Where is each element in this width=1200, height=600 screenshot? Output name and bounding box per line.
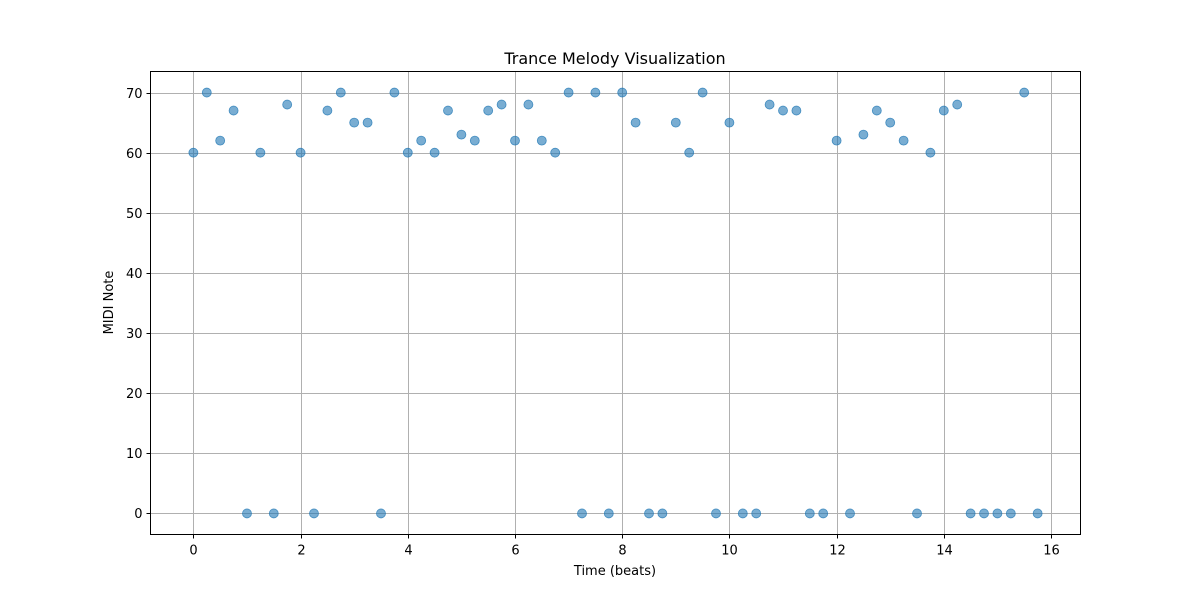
x-tick-label: 16 [1043,544,1060,559]
data-point [416,135,427,146]
y-tick-label: 70 [126,87,143,102]
y-axis-label: MIDI Note [102,271,117,335]
data-point [402,147,413,158]
data-point [429,147,440,158]
grid [150,71,1081,535]
data-point [215,135,226,146]
y-tick-label: 50 [126,207,143,222]
data-point [1019,87,1030,98]
x-tick-label: 14 [936,544,953,559]
data-point [737,508,748,519]
data-point [389,87,400,98]
data-point [992,508,1003,519]
data-point [657,508,668,519]
data-point [376,508,386,519]
data-point [228,105,239,116]
data-point [751,508,762,519]
plot-frame [150,71,1081,535]
data-point [670,117,681,128]
data-point [925,147,936,158]
y-tick-label: 60 [126,147,143,162]
x-tick-label: 4 [404,544,412,559]
x-axis-ticks: 0 2 4 6 8 10 12 14 16 [189,534,1060,559]
data-point [295,147,306,158]
data-point [778,105,788,116]
data-point [322,105,333,116]
data-point [724,117,735,128]
data-point [201,87,212,98]
data-point [858,129,869,140]
data-point [443,105,453,116]
data-point [804,508,815,519]
y-tick-label: 30 [126,327,143,342]
data-points [188,87,1043,519]
data-point [349,117,360,128]
data-point [309,508,319,519]
x-tick-label: 12 [829,544,846,559]
data-point [1005,508,1016,519]
data-point [603,508,614,519]
data-point [818,508,829,519]
data-point [965,508,976,519]
chart-title: Trance Melody Visualization [503,49,725,68]
data-point [456,129,467,140]
data-point [630,117,641,128]
data-point [952,99,963,110]
y-tick-label: 40 [126,267,143,282]
x-axis-label: Time (beats) [573,564,656,579]
data-point [898,135,909,146]
x-tick-label: 10 [721,544,738,559]
data-point [791,105,802,116]
data-point [510,135,520,146]
data-point [242,508,252,519]
data-point [268,508,279,519]
data-point [1032,508,1043,519]
data-point [563,87,574,98]
data-point [938,105,949,116]
data-point [764,99,775,110]
data-point [282,99,293,110]
data-point [335,87,346,98]
y-tick-label: 20 [126,387,143,402]
data-point [845,508,855,519]
data-point [188,147,199,158]
x-tick-label: 8 [618,544,626,559]
x-tick-label: 0 [189,544,197,559]
data-point [469,135,480,146]
data-point [979,508,989,519]
data-point [617,87,628,98]
x-tick-label: 2 [297,544,305,559]
y-tick-label: 0 [134,507,142,522]
x-tick-label: 6 [511,544,519,559]
data-point [912,508,922,519]
data-point [711,508,721,519]
data-point [871,105,882,116]
y-axis-ticks: 0 10 20 30 40 50 60 70 [126,87,151,522]
data-point [684,147,695,158]
data-point [885,117,896,128]
data-point [255,147,266,158]
y-tick-label: 10 [126,447,143,462]
data-point [831,135,842,146]
data-point [536,135,547,146]
data-point [523,99,534,110]
data-point [577,508,587,519]
data-point [590,87,601,98]
data-point [644,508,654,519]
data-point [550,147,561,158]
data-point [362,117,373,128]
data-point [496,99,507,110]
data-point [483,105,494,116]
data-point [697,87,708,98]
